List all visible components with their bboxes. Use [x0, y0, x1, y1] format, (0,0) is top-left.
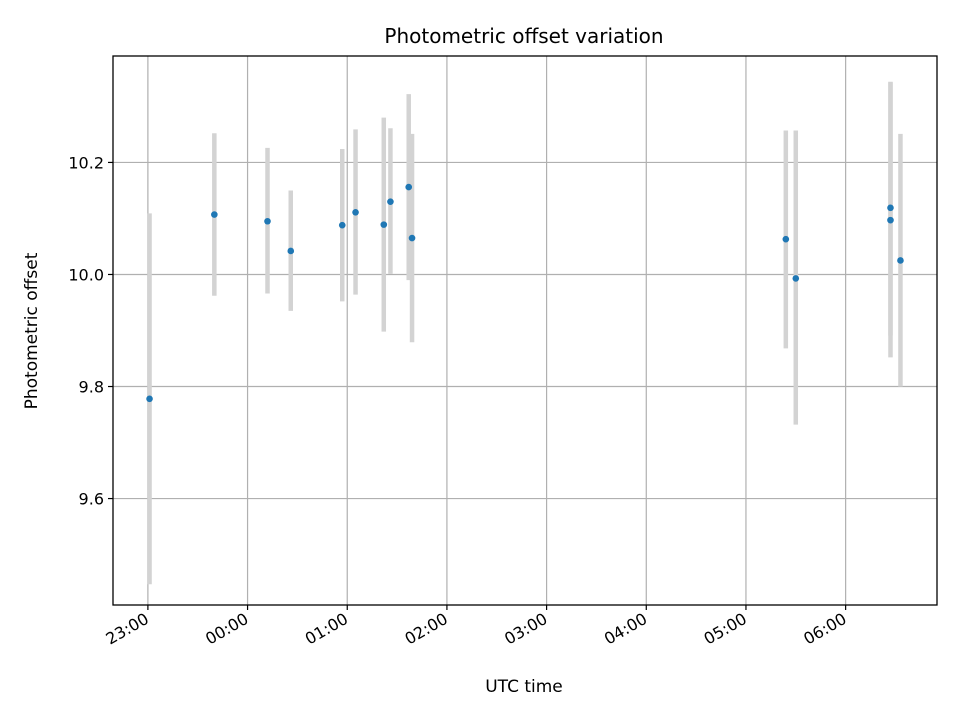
grid: [113, 56, 937, 605]
data-point: [408, 234, 416, 242]
data-point: [146, 395, 153, 403]
plot-frame: [112, 55, 938, 606]
x-tick-label: 05:00: [701, 609, 750, 649]
chart-title: Photometric offset variation: [384, 24, 663, 48]
y-tick-label: 9.6: [79, 490, 104, 509]
data-point: [264, 217, 271, 225]
data-point: [287, 247, 295, 255]
data-point: [211, 211, 218, 218]
data-point: [380, 221, 388, 228]
data-point: [897, 257, 904, 264]
data-point: [887, 216, 894, 224]
x-tick-label: 03:00: [501, 609, 550, 649]
data-points: [146, 183, 904, 403]
data-point: [405, 183, 413, 191]
data-point: [782, 235, 790, 243]
y-tick-label: 10.0: [68, 265, 104, 284]
x-tick-label: 04:00: [601, 609, 650, 649]
x-tick-label: 06:00: [800, 609, 849, 649]
y-tick-label: 9.8: [79, 378, 104, 397]
data-point: [387, 198, 394, 205]
data-point: [887, 204, 894, 212]
x-axis-label: UTC time: [485, 677, 563, 697]
y-tick-label: 10.2: [68, 153, 104, 172]
x-tick-label: 23:00: [102, 609, 151, 649]
data-point: [338, 221, 346, 229]
x-tick-label: 02:00: [401, 609, 450, 649]
data-point: [792, 275, 800, 282]
y-axis-label: Photometric offset: [22, 252, 42, 409]
ticks: 23:00 00:00 01:00 02:00 03:00 04:00 05:00 06:00…: [68, 153, 849, 648]
data-point: [352, 208, 359, 216]
x-tick-label: 00:00: [202, 609, 251, 649]
error-bars: [147, 81, 903, 585]
x-tick-label: 01:00: [302, 609, 351, 649]
